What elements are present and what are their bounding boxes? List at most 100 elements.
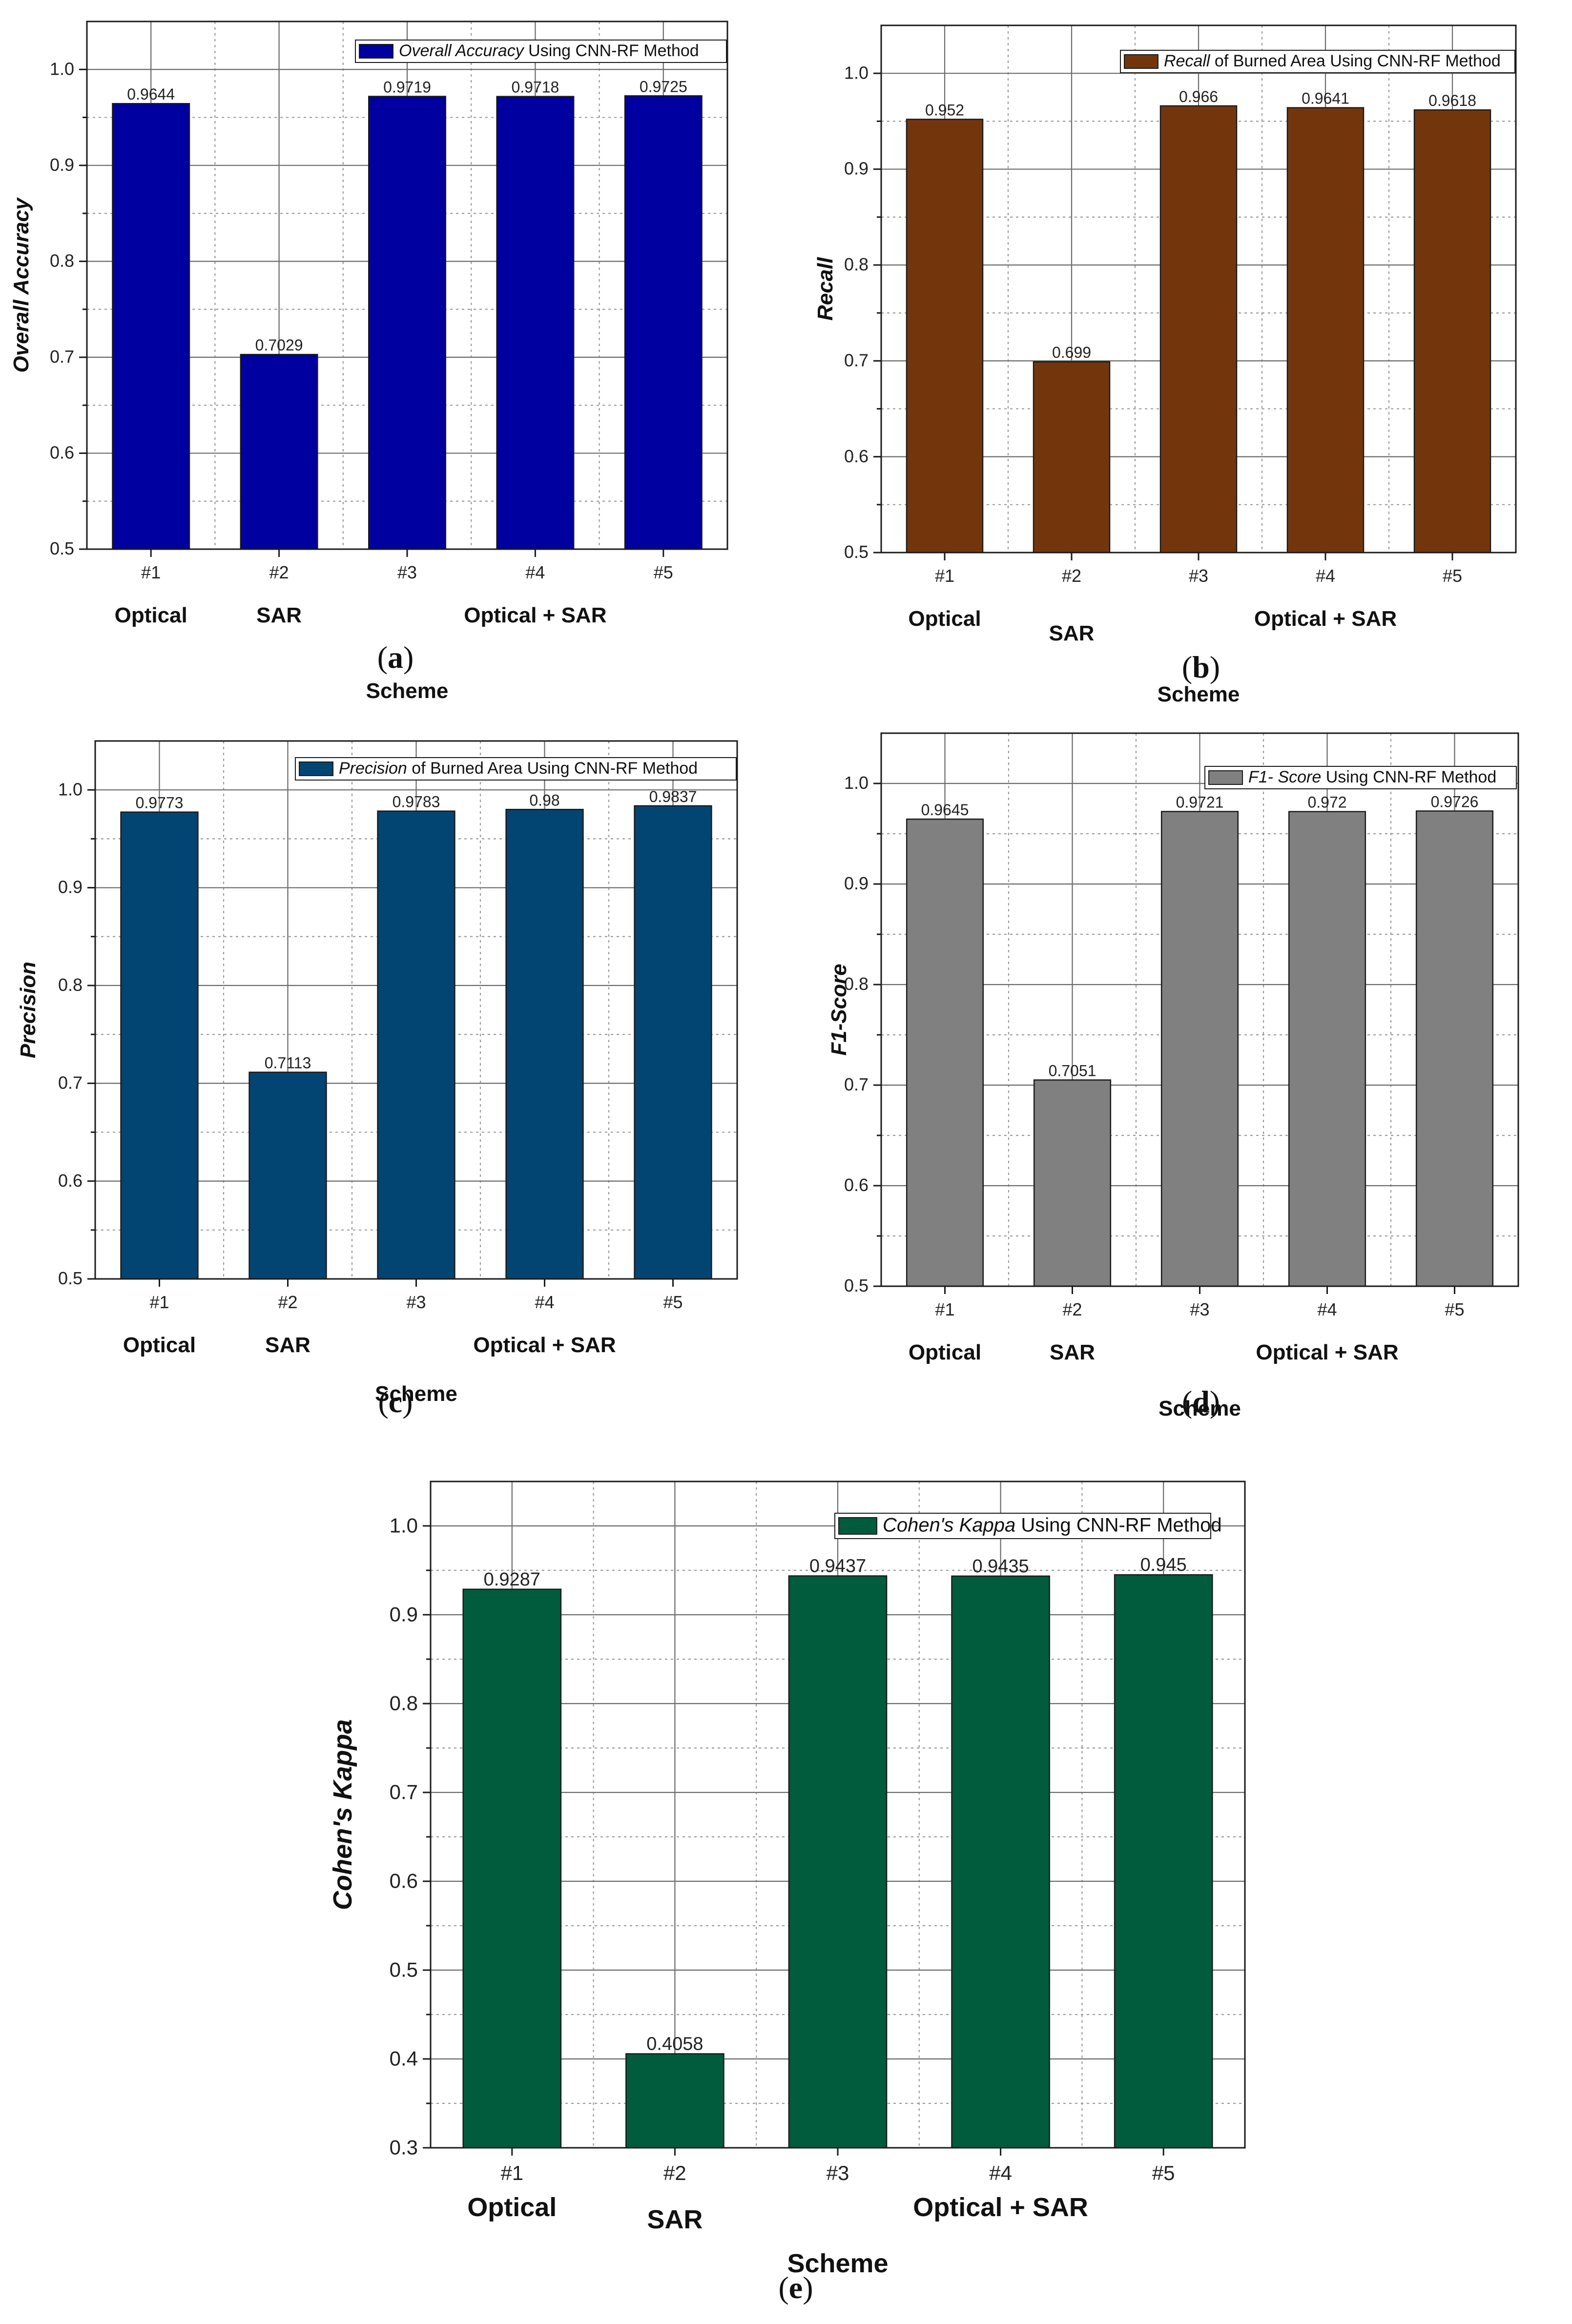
y-tick-label-d: 1.0 (844, 773, 869, 793)
y-tick-label-e: 0.7 (390, 1780, 418, 1803)
legend-label-rest-d: Using CNN-RF Method (1321, 768, 1496, 786)
legend-label-italic-c: Precision (339, 759, 407, 778)
x-axis-title-e: Scheme (787, 2249, 888, 2278)
x-tick-label-b: #4 (1316, 566, 1335, 586)
y-tick-label-c: 0.7 (58, 1072, 83, 1092)
y-tick-label-b: 0.9 (844, 159, 869, 179)
caption-a: (a) (377, 640, 414, 675)
group-label-b: Optical (908, 607, 981, 631)
y-tick-label-b: 0.8 (844, 254, 869, 274)
y-tick-label-c: 0.9 (58, 877, 83, 897)
y-tick-label-a: 0.6 (50, 443, 74, 463)
caption-letter-c: c (388, 1384, 403, 1419)
legend-label-italic-d: F1- Score (1248, 768, 1321, 786)
y-tick-label-d: 0.5 (844, 1275, 869, 1296)
legend-swatch-e (838, 1517, 877, 1535)
value-label-e-5: 0.945 (1140, 1555, 1187, 1575)
x-tick-label-c: #2 (278, 1292, 297, 1312)
x-tick-label-b: #3 (1189, 566, 1208, 586)
value-label-d-2: 0.7051 (1049, 1062, 1096, 1079)
bar-e-4 (951, 1575, 1050, 2149)
value-label-c-2: 0.7113 (265, 1054, 311, 1072)
bar-d-1 (906, 818, 984, 1287)
y-tick-label-b: 1.0 (844, 62, 869, 82)
y-tick-label-a: 0.8 (50, 251, 74, 271)
legend-label-italic-e: Cohen's Kappa (883, 1514, 1015, 1536)
x-tick-label-b: #5 (1443, 566, 1462, 586)
x-tick-label-d: #2 (1062, 1299, 1082, 1319)
bar-a-5 (624, 95, 703, 550)
group-label-c: SAR (265, 1333, 310, 1357)
x-tick-label-b: #2 (1062, 566, 1081, 586)
bar-a-3 (368, 96, 446, 550)
value-label-d-3: 0.9721 (1176, 793, 1224, 811)
y-axis-title-e: Cohen's Kappa (328, 1719, 357, 1910)
y-tick-label-c: 1.0 (58, 779, 83, 799)
caption-b: (b) (1181, 650, 1220, 684)
y-tick-label-c: 0.5 (58, 1268, 83, 1288)
x-tick-label-e: #1 (500, 2161, 523, 2184)
x-tick-label-a: #2 (269, 562, 289, 582)
group-label-b: SAR (1049, 621, 1095, 645)
group-label-a: Optical (115, 603, 187, 627)
legend-label-italic-b: Recall (1164, 52, 1211, 70)
caption-letter-d: d (1192, 1384, 1210, 1419)
x-tick-label-a: #1 (141, 562, 161, 582)
value-label-b-4: 0.9641 (1302, 90, 1349, 107)
group-label-c: Optical (123, 1333, 196, 1357)
group-label-a: SAR (256, 603, 302, 627)
legend-label-rest-a: Using CNN-RF Method (524, 41, 699, 60)
group-label-b: Optical + SAR (1254, 607, 1397, 631)
x-tick-label-a: #4 (525, 562, 545, 582)
x-axis-title-b: Scheme (1158, 682, 1240, 706)
y-tick-label-a: 0.5 (50, 538, 74, 558)
legend-box-e (834, 1513, 1211, 1539)
chart-panel-c: 0.9773 0.7113 0.9783 0.98 0.9837 0.5 0.6 0.7 0.8… (16, 740, 738, 1406)
x-tick-label-e: #4 (989, 2161, 1012, 2184)
value-label-d-5: 0.9726 (1431, 793, 1479, 810)
group-label-c: Optical + SAR (473, 1333, 616, 1357)
x-tick-label-e: #2 (663, 2161, 686, 2184)
chart-panel-d: 0.9645 0.7051 0.9721 0.972 0.9726 0.5 0.6 0.7 0.… (827, 732, 1519, 1420)
bar-b-3 (1159, 105, 1238, 554)
value-label-a-4: 0.9718 (511, 79, 559, 96)
legend-swatch-a (359, 44, 393, 59)
y-axis-title-c: Precision (16, 962, 40, 1058)
bar-c-5 (634, 805, 712, 1280)
caption-c: (c) (378, 1384, 413, 1419)
y-tick-label-d: 0.9 (844, 873, 869, 893)
x-tick-label-e: #5 (1152, 2161, 1175, 2184)
value-label-c-3: 0.9783 (393, 793, 440, 811)
y-tick-label-b: 0.7 (844, 350, 869, 370)
x-tick-label-c: #5 (663, 1292, 683, 1312)
y-tick-label-d: 0.7 (844, 1074, 869, 1094)
legend-box-d (1204, 766, 1517, 789)
value-label-b-3: 0.966 (1179, 88, 1218, 105)
bar-b-1 (906, 119, 984, 554)
bar-d-5 (1415, 810, 1494, 1287)
legend-label-b: Recall of Burned Area Using CNN-RF Metho… (1164, 52, 1501, 70)
value-label-e-4: 0.9435 (972, 1556, 1029, 1577)
x-tick-label-d: #5 (1445, 1299, 1464, 1319)
group-label-a: Optical + SAR (464, 603, 606, 627)
y-tick-label-b: 0.5 (844, 542, 869, 562)
caption-d: (d) (1181, 1384, 1220, 1419)
legend-swatch-b (1124, 54, 1158, 69)
y-tick-label-c: 0.6 (58, 1171, 83, 1191)
y-tick-label-e: 1.0 (390, 1514, 418, 1537)
y-tick-label-d: 0.6 (844, 1175, 869, 1195)
value-label-b-5: 0.9618 (1428, 92, 1476, 109)
value-label-b-2: 0.699 (1052, 344, 1091, 361)
bar-a-2 (240, 353, 318, 550)
y-tick-label-e: 0.8 (390, 1691, 418, 1714)
y-tick-label-a: 0.7 (50, 347, 74, 367)
value-label-a-5: 0.9725 (640, 78, 687, 95)
group-label-d: SAR (1050, 1340, 1095, 1364)
x-tick-label-a: #5 (654, 562, 673, 582)
group-label-e: SAR (647, 2205, 703, 2234)
bar-a-1 (112, 103, 190, 550)
value-label-b-1: 0.952 (925, 101, 964, 119)
legend-swatch-d (1208, 770, 1243, 785)
caption-e: (e) (778, 2270, 813, 2305)
bar-d-2 (1033, 1079, 1112, 1287)
